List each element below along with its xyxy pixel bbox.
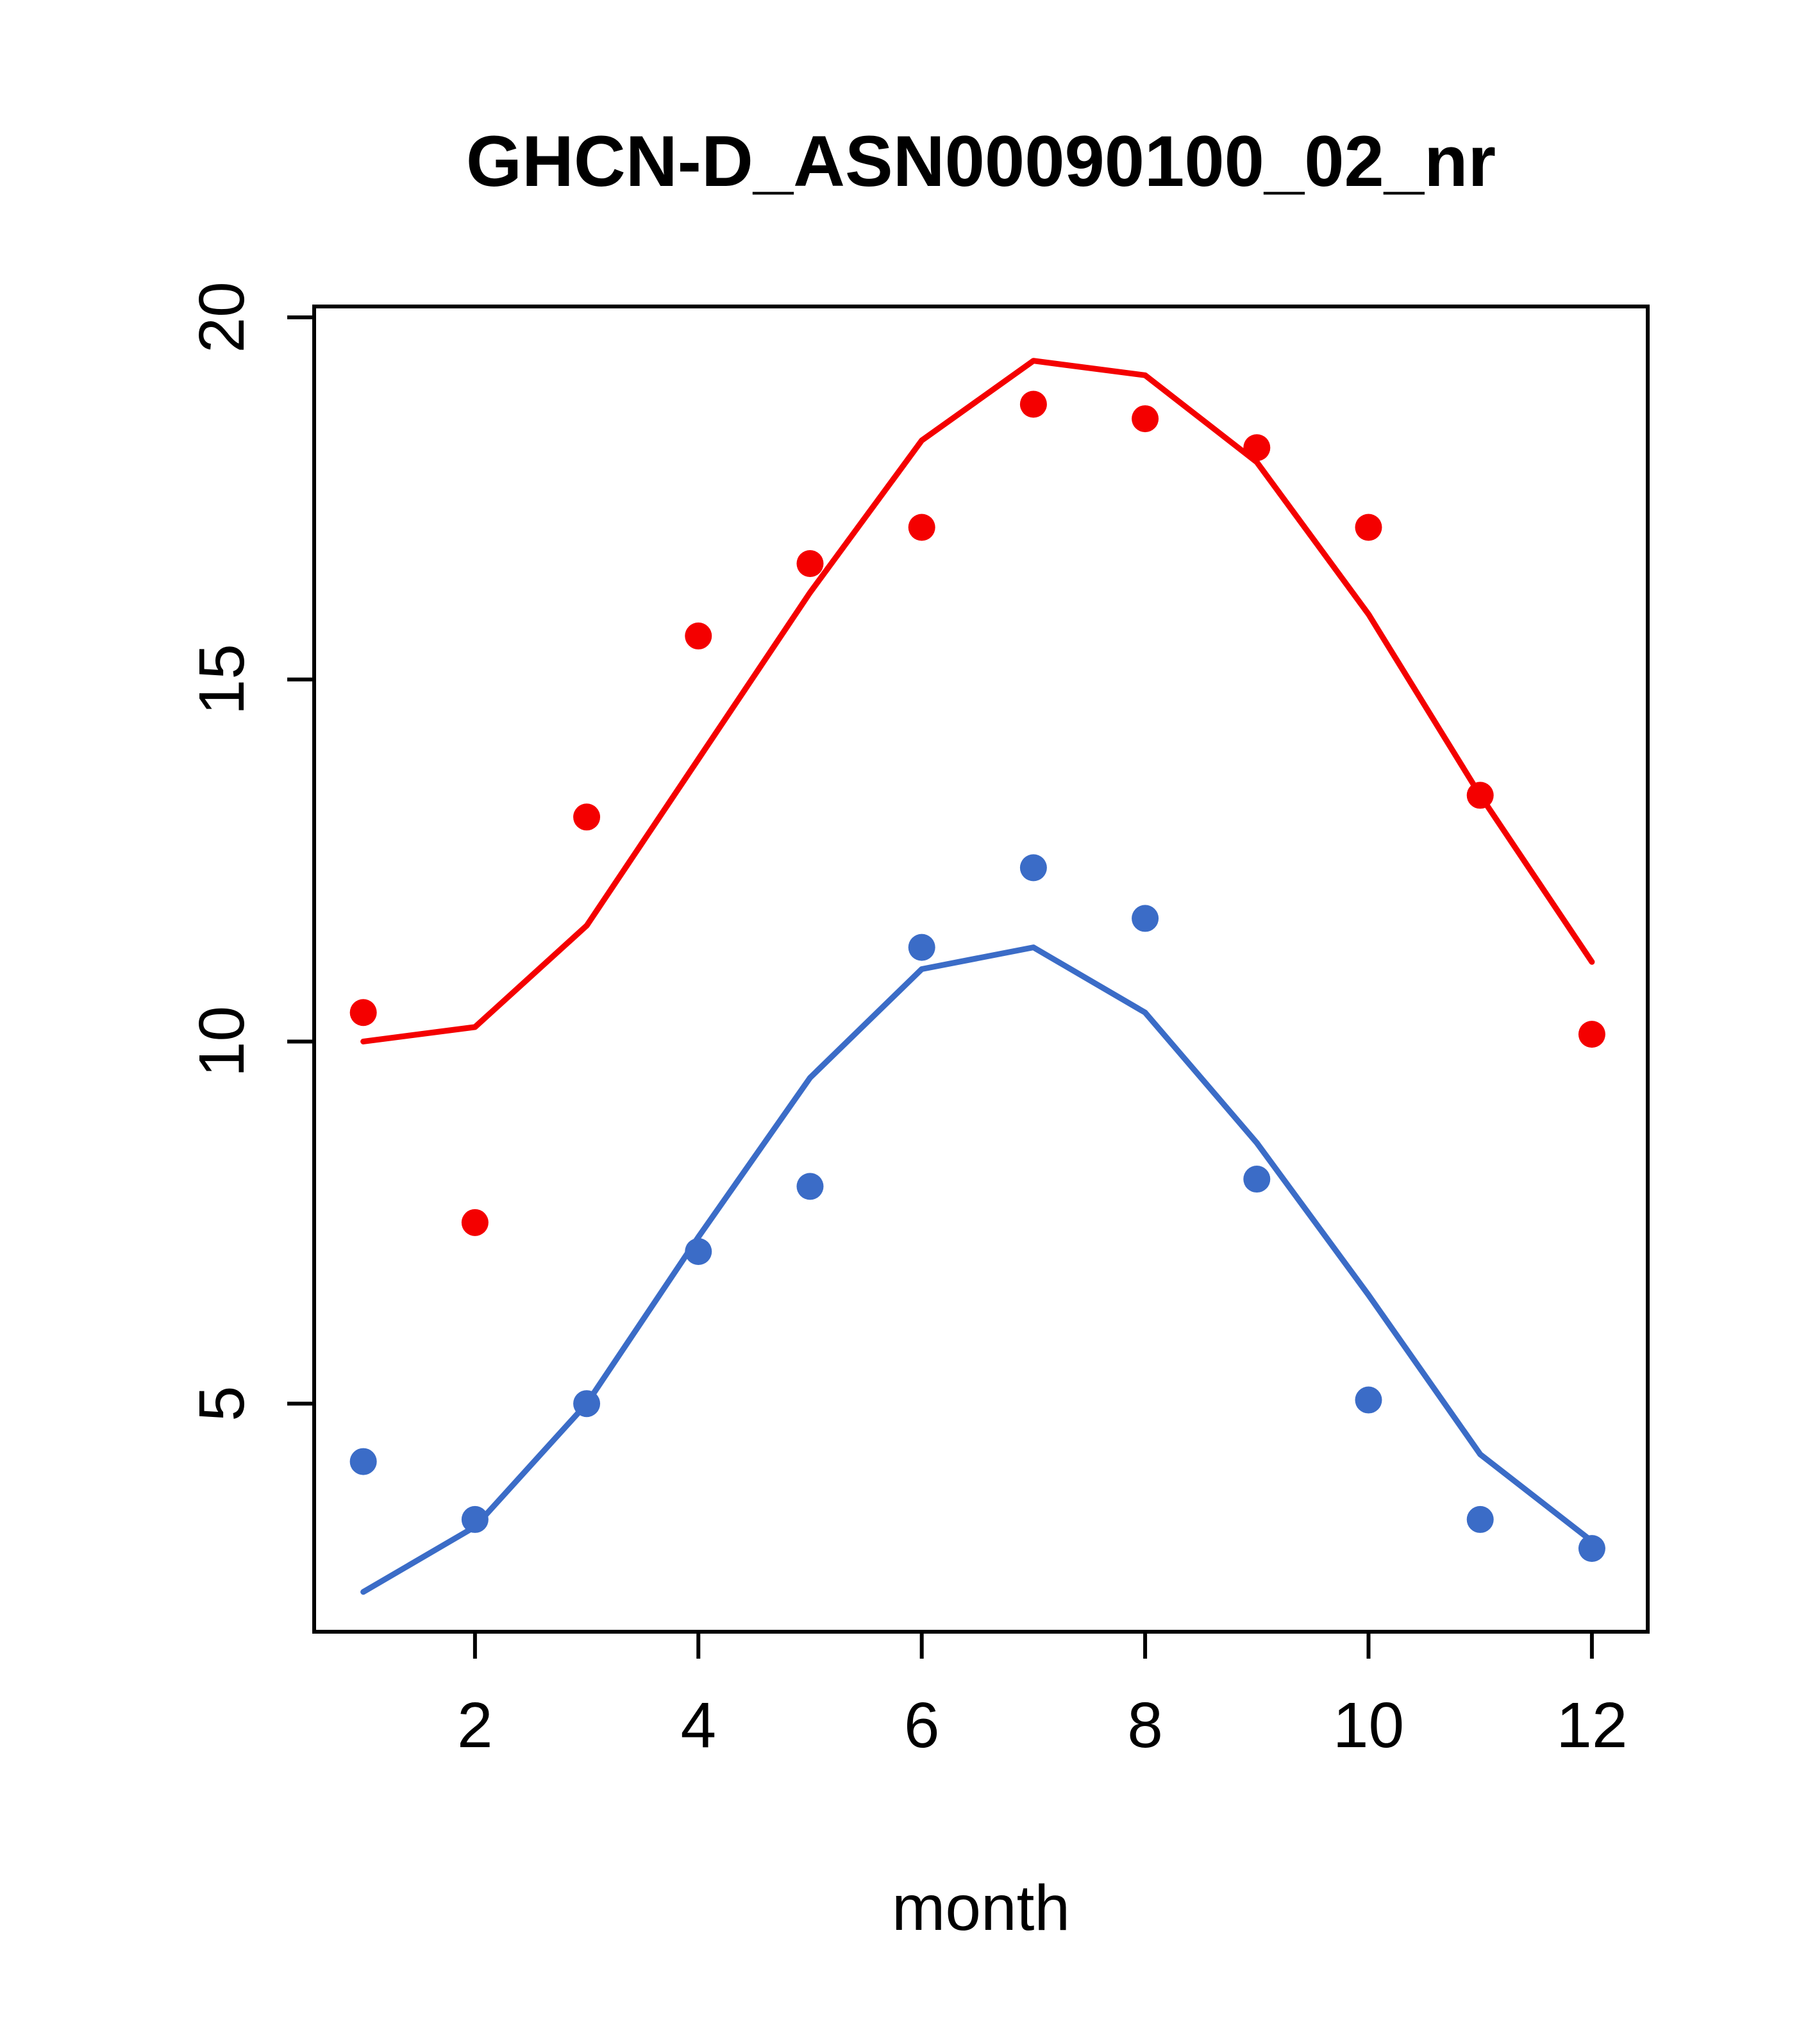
plot-content: 2 4 6 8 10 12 5 10 15 20	[186, 281, 1650, 1761]
blue-observed-points-marker	[1355, 1386, 1382, 1414]
x-tick-label: 12	[1556, 1689, 1627, 1761]
y-tick-label: 15	[186, 644, 258, 715]
red-observed-points-marker	[349, 999, 377, 1026]
blue-observed-points-marker	[796, 1173, 824, 1200]
x-tick-label: 6	[904, 1689, 940, 1761]
blue-observed-points-marker	[1578, 1535, 1605, 1562]
blue-observed-points-marker	[1132, 905, 1159, 932]
chart-title: GHCN-D_ASN00090100_02_nr	[466, 121, 1496, 201]
blue-observed-points-marker	[1243, 1166, 1271, 1193]
red-observed-points-marker	[1243, 434, 1271, 462]
red-observed-points-marker	[1019, 390, 1047, 418]
red-observed-points-marker	[796, 549, 824, 577]
y-tick-label: 20	[186, 281, 258, 353]
x-axis-label: month	[892, 1872, 1070, 1944]
blue-observed-points-marker	[1019, 854, 1047, 882]
x-tick-label: 2	[457, 1689, 493, 1761]
red-observed-points-marker	[461, 1209, 489, 1236]
red-observed-points-marker	[685, 622, 712, 649]
blue-observed-points-marker	[908, 934, 935, 961]
blue-observed-points-marker	[573, 1390, 601, 1418]
red-observed-points-marker	[1578, 1021, 1605, 1048]
red-observed-points-marker	[1132, 405, 1159, 433]
blue-observed-points-marker	[1466, 1505, 1494, 1533]
y-tick-label: 10	[186, 1006, 258, 1077]
red-fit-line	[360, 358, 1595, 1044]
blue-observed-points-marker	[349, 1448, 377, 1475]
plot-border	[312, 305, 1650, 1634]
red-observed-points-marker	[1466, 782, 1494, 809]
red-observed-points-marker	[573, 803, 601, 831]
x-tick-label: 4	[680, 1689, 716, 1761]
x-tick-label: 10	[1333, 1689, 1404, 1761]
blue-observed-points-marker	[685, 1238, 712, 1266]
red-observed-points-marker	[1355, 514, 1382, 541]
y-tick-label: 5	[186, 1386, 258, 1421]
red-observed-points-marker	[908, 514, 935, 541]
blue-observed-points-marker	[461, 1505, 489, 1533]
x-tick-label: 8	[1127, 1689, 1163, 1761]
blue-fit-line	[360, 944, 1595, 1595]
